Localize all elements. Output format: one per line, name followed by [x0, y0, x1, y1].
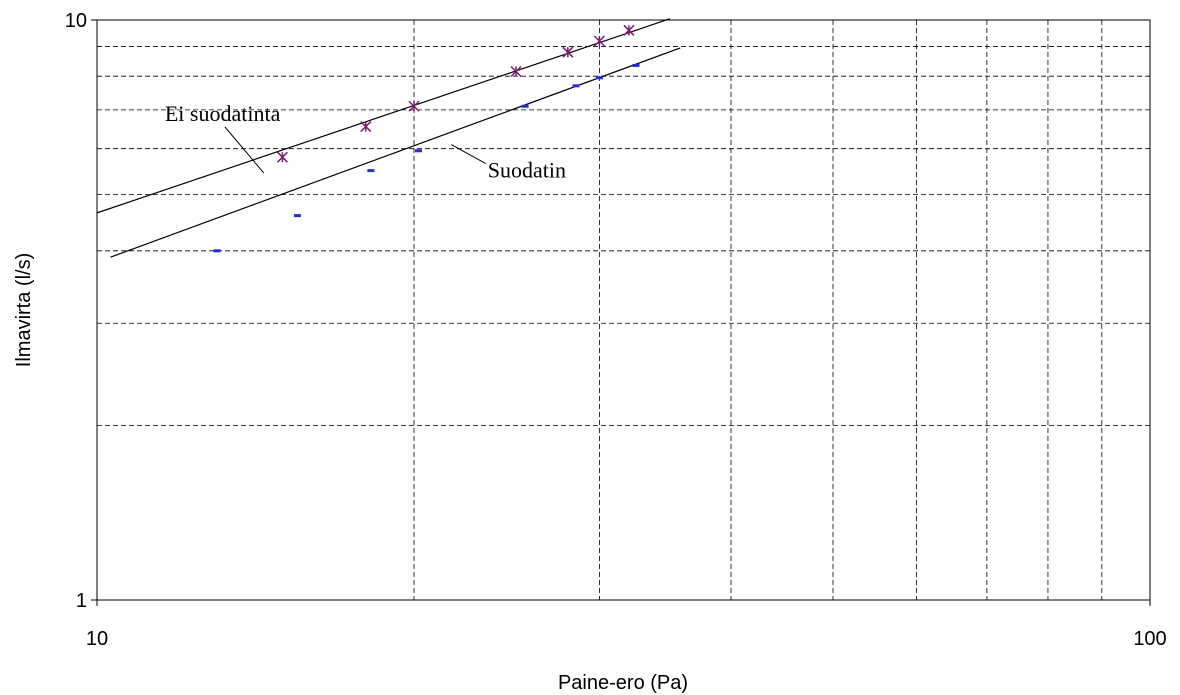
- data-point-dash: [522, 105, 529, 108]
- data-point-dash: [633, 64, 640, 67]
- y-axis-title: Ilmavirta (l/s): [13, 253, 35, 367]
- data-point-dash: [367, 169, 374, 172]
- annotation-label: Suodatin: [488, 158, 566, 183]
- annotation-label: Ei suodatinta: [165, 101, 281, 126]
- x-tick-label: 100: [1133, 628, 1166, 650]
- data-point-dash: [572, 84, 579, 87]
- x-tick-label: 10: [86, 628, 108, 650]
- y-tick-label: 10: [65, 10, 87, 32]
- data-point-dash: [213, 249, 220, 252]
- data-point-dash: [596, 76, 603, 79]
- data-point-dash: [415, 149, 422, 152]
- y-tick-label: 1: [76, 590, 87, 612]
- data-point-dash: [294, 214, 301, 217]
- x-axis-title: Paine-ero (Pa): [558, 672, 688, 694]
